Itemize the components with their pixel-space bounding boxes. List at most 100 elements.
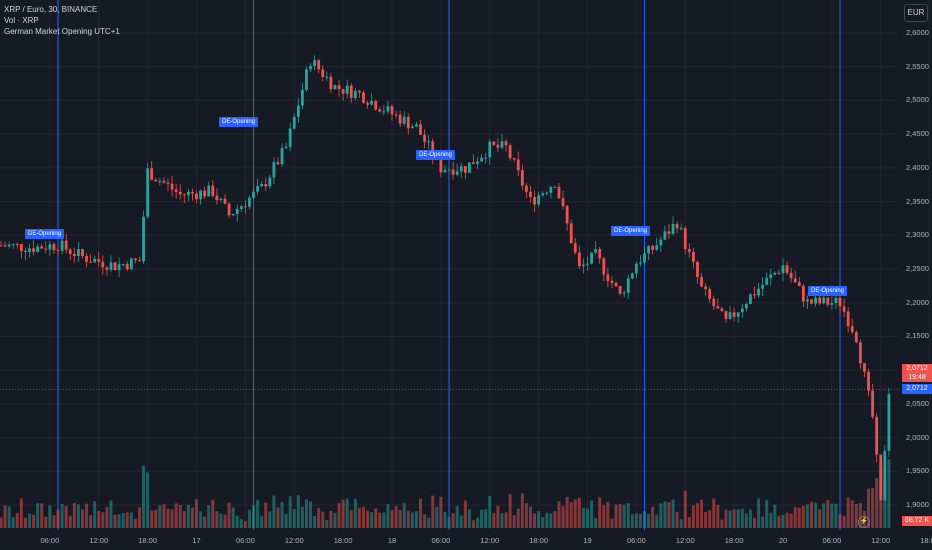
time-axis-tick: 06:00 xyxy=(235,536,255,545)
candle-body xyxy=(459,166,463,172)
volume-bar xyxy=(174,503,178,528)
volume-bar xyxy=(374,508,378,528)
volume-bar xyxy=(724,509,728,528)
candle-body xyxy=(341,88,345,94)
volume-bar xyxy=(337,503,341,528)
candle-body xyxy=(537,195,541,205)
candle-body xyxy=(48,244,52,250)
candle-body xyxy=(577,252,581,267)
volume-bar xyxy=(239,519,243,528)
symbol-title[interactable]: XRP / Euro, 30, BINANCE xyxy=(4,5,98,14)
candle-body xyxy=(239,206,243,209)
time-axis-tick: 12:00 xyxy=(480,536,500,545)
candle-body xyxy=(431,141,435,158)
volume-bar xyxy=(573,499,577,528)
candle-body xyxy=(382,111,386,113)
candle-body xyxy=(406,116,410,129)
candle-body xyxy=(573,243,577,253)
candle-body xyxy=(134,258,137,261)
indicator-legend[interactable]: German Market Opening UTC+1 xyxy=(4,27,120,36)
last-price-badge-secondary: 2,0712 xyxy=(902,384,932,394)
volume-bar xyxy=(435,506,439,528)
volume-bar xyxy=(496,505,500,528)
volume-bar xyxy=(476,517,480,528)
volume-bar xyxy=(545,512,549,528)
candle-body xyxy=(647,245,650,254)
candle-body xyxy=(496,144,500,148)
candle-body xyxy=(24,251,27,253)
candle-body xyxy=(231,213,235,216)
volume-bar xyxy=(190,507,194,528)
candle-body xyxy=(207,185,211,197)
de-opening-label[interactable]: DE-Opening xyxy=(25,229,65,239)
candle-body xyxy=(374,100,378,110)
volume-bar xyxy=(785,512,789,528)
candle-body xyxy=(561,198,565,206)
volume-bar xyxy=(712,498,716,528)
candle-body xyxy=(667,231,671,234)
volume-bar xyxy=(423,514,427,528)
volume-bar xyxy=(549,513,553,528)
currency-button[interactable]: EUR xyxy=(904,4,928,22)
volume-bar xyxy=(565,496,569,528)
candle-body xyxy=(394,114,398,116)
volume-bar xyxy=(256,500,260,528)
volume-bar xyxy=(533,513,537,528)
candle-body xyxy=(227,203,231,216)
volume-bar xyxy=(247,509,251,528)
volume-bar xyxy=(186,504,190,528)
candle-body xyxy=(129,258,133,270)
candle-body xyxy=(174,189,178,192)
price-axis-tick: 1,9000 xyxy=(906,500,929,509)
volume-bar xyxy=(276,507,280,528)
candle-body xyxy=(480,157,484,162)
candle-body xyxy=(606,274,610,281)
price-axis-tick: 2,3500 xyxy=(906,196,929,206)
volume-bar xyxy=(60,503,64,528)
volume-bar xyxy=(590,500,594,528)
candle-body xyxy=(211,185,215,196)
volume-bar xyxy=(72,502,76,528)
candle-body xyxy=(854,332,858,343)
candle-body xyxy=(398,114,402,124)
candle-body xyxy=(846,311,850,327)
candle-body xyxy=(651,245,655,250)
volume-legend[interactable]: Vol · XRP xyxy=(4,16,39,25)
volume-bar xyxy=(366,510,370,528)
candle-body xyxy=(117,264,121,271)
volume-bar xyxy=(23,517,27,528)
de-opening-label[interactable]: DE-Opening xyxy=(808,286,848,296)
candle-body xyxy=(366,102,369,105)
volume-bar xyxy=(0,517,3,528)
candle-body xyxy=(15,244,19,246)
candle-body xyxy=(178,191,182,195)
volume-bar xyxy=(789,513,793,528)
de-opening-label[interactable]: DE-Opening xyxy=(219,117,259,127)
candle-body xyxy=(353,90,357,98)
volume-bar xyxy=(243,521,247,528)
volume-bar xyxy=(748,509,752,528)
de-opening-label[interactable]: DE-Opening xyxy=(416,150,456,160)
volume-bar xyxy=(68,515,72,528)
lightning-icon[interactable]: ⚡ xyxy=(858,516,870,528)
volume-bar xyxy=(765,499,769,528)
volume-bar xyxy=(150,510,154,528)
volume-bar xyxy=(687,517,691,528)
candle-body xyxy=(830,303,834,305)
candle-body xyxy=(150,168,154,180)
chart-legend: XRP / Euro, 30, BINANCE Vol · XRP German… xyxy=(4,4,120,37)
time-axis-tick: 18:00 xyxy=(724,536,744,545)
time-axis-tick: 20 xyxy=(778,536,788,545)
volume-bar xyxy=(219,513,223,528)
volume-bar xyxy=(333,513,337,528)
volume-bar xyxy=(349,509,353,528)
volume-bar xyxy=(93,501,97,528)
volume-bar xyxy=(492,513,496,528)
de-opening-label[interactable]: DE-Opening xyxy=(611,226,651,236)
volume-bar xyxy=(659,503,663,528)
candle-body xyxy=(700,277,703,287)
volume-bar xyxy=(504,512,508,528)
volume-bar xyxy=(284,513,288,528)
candle-body xyxy=(60,240,64,251)
